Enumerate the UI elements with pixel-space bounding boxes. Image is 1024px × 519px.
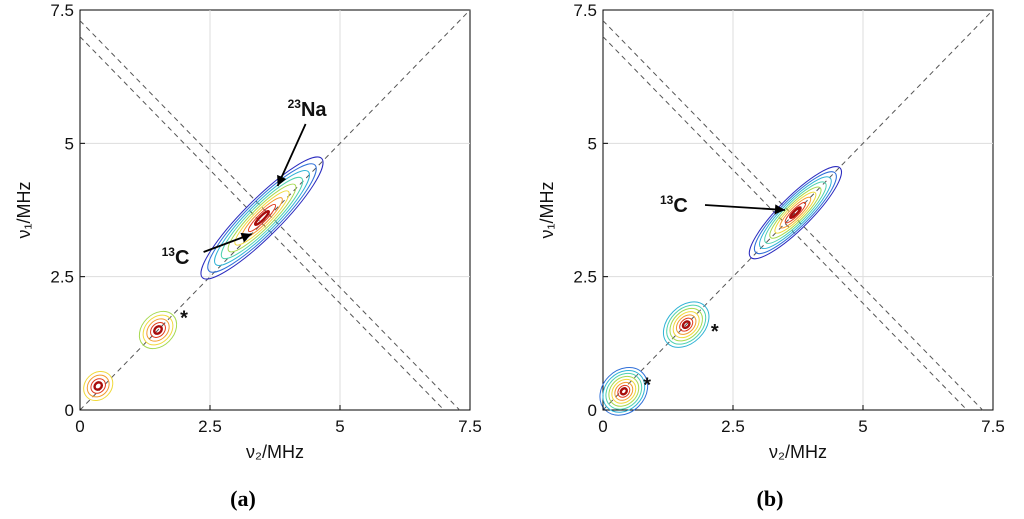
contour-line <box>608 375 640 407</box>
x-tick-label: 2.5 <box>721 417 745 436</box>
contour-line <box>93 381 104 391</box>
annotation-arrowhead <box>240 232 252 243</box>
annotations-b: 13C * * <box>643 193 786 396</box>
contour-line <box>90 378 106 394</box>
contour-line <box>672 311 700 339</box>
y-tick-label: 2.5 <box>573 268 597 287</box>
antidiagonal-line <box>602 20 983 411</box>
contour-line <box>679 317 694 332</box>
contour-line <box>146 318 170 342</box>
contour-line <box>675 314 697 335</box>
contour-line <box>207 163 317 273</box>
contour-line <box>234 190 290 246</box>
contour-line <box>214 170 310 266</box>
y-tick-label: 5 <box>65 134 74 153</box>
contour-line <box>142 314 174 346</box>
y-tick-label: 7.5 <box>50 1 74 20</box>
contour-line <box>138 310 178 350</box>
contour-line <box>662 301 710 348</box>
annotation-text: Na <box>301 99 327 121</box>
contour-line <box>150 322 166 338</box>
y-ticks-a: 0 2.5 5 7.5 <box>50 1 85 420</box>
x-axis-label-a: ν₂/MHz <box>246 442 304 462</box>
x-tick-label: 0 <box>598 417 607 436</box>
x-tick-label: 5 <box>858 417 867 436</box>
contour-line <box>774 191 817 234</box>
contour-line <box>753 171 837 255</box>
grid-b <box>603 10 993 410</box>
x-tick-label: 0 <box>75 417 84 436</box>
contour-line <box>602 369 646 413</box>
contour-line <box>617 384 631 398</box>
diagonal-line <box>79 9 471 411</box>
y-axis-label-b: ν₁/MHz <box>537 181 557 238</box>
annotation-label: 13C <box>660 193 688 217</box>
contour-line <box>220 176 304 260</box>
contour-line <box>759 176 832 249</box>
grid-a <box>80 10 470 410</box>
contour-line <box>614 381 634 401</box>
annotation-arrow <box>704 204 786 211</box>
annotation-label: 23Na <box>288 97 328 121</box>
contour-line <box>247 203 277 233</box>
panel-b: 0 2.5 5 7.5 0 2.5 5 7.5 13C * * ν₂/MHz ν₁/MHz (b… <box>537 1 1005 511</box>
x-tick-label: 5 <box>335 417 344 436</box>
contour-line <box>666 304 707 345</box>
y-tick-label: 0 <box>588 401 597 420</box>
contour-line <box>254 210 270 226</box>
x-tick-label: 7.5 <box>981 417 1005 436</box>
contour-line <box>779 196 812 229</box>
annotation-text: C <box>673 195 687 217</box>
y-axis-label-a: ν₁/MHz <box>14 181 34 238</box>
annotation-superscript: 23 <box>288 97 302 111</box>
contour-line <box>605 372 643 410</box>
peak-marker-asterisk: * <box>711 321 719 343</box>
panel-a: 0 2.5 5 7.5 0 2.5 5 7.5 23Na 13C * ν₂/MHz ν₁/MHz… <box>14 1 482 511</box>
annotation-arrow <box>276 123 307 187</box>
y-tick-label: 0 <box>65 401 74 420</box>
y-tick-label: 5 <box>588 134 597 153</box>
contours-a <box>83 156 324 402</box>
peak-marker-asterisk: * <box>643 374 651 396</box>
antidiagonal-line <box>79 36 445 411</box>
annotation-label: 13C <box>162 245 190 269</box>
annotation-superscript: 13 <box>162 245 176 259</box>
contour-line <box>764 181 827 244</box>
x-ticks-a: 0 2.5 5 7.5 <box>75 405 482 436</box>
contour-line <box>769 186 822 239</box>
annotations-a: 23Na 13C * <box>162 97 328 330</box>
contour-line <box>681 320 691 330</box>
contour-line <box>669 307 703 342</box>
panel-label-b: (b) <box>757 486 784 511</box>
annotation-arrowhead <box>774 204 785 215</box>
annotation-text: C <box>175 247 189 269</box>
contour-line <box>748 166 842 260</box>
x-axis-label-b: ν₂/MHz <box>769 442 827 462</box>
antidiagonal-line <box>602 36 968 411</box>
contour-line <box>86 374 110 398</box>
contour-line <box>227 183 297 253</box>
contour-line <box>153 325 163 335</box>
y-tick-label: 2.5 <box>50 268 74 287</box>
panel-label-a: (a) <box>230 486 256 511</box>
x-tick-label: 7.5 <box>458 417 482 436</box>
y-tick-label: 7.5 <box>573 1 597 20</box>
x-tick-label: 2.5 <box>198 417 222 436</box>
y-ticks-b: 0 2.5 5 7.5 <box>573 1 608 420</box>
annotation-arrowhead <box>277 174 287 186</box>
contour-line <box>200 156 324 280</box>
x-ticks-b: 0 2.5 5 7.5 <box>598 405 1005 436</box>
contour-line <box>83 370 114 402</box>
contour-line <box>789 206 802 219</box>
contour-line <box>619 387 628 396</box>
annotation-superscript: 13 <box>660 193 674 207</box>
contour-line <box>784 201 807 224</box>
peak-marker-asterisk: * <box>180 308 188 330</box>
contour-line <box>611 378 637 404</box>
